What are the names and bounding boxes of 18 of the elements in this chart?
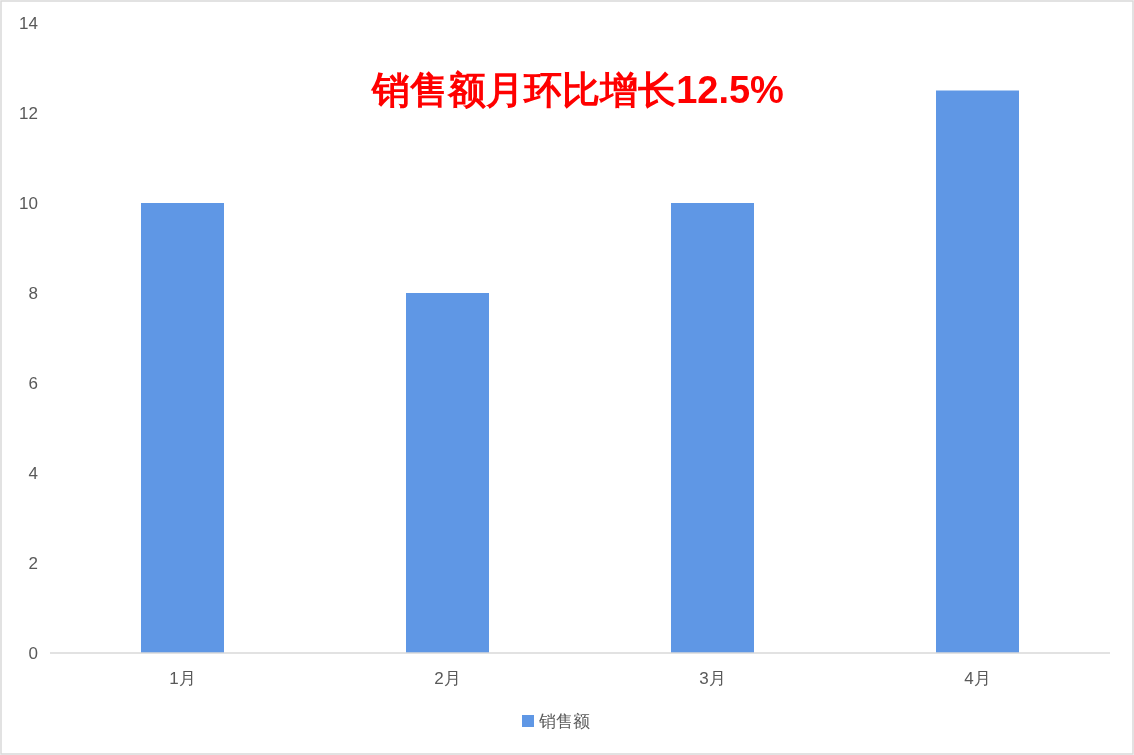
y-tick-label: 6 [28,374,38,393]
y-tick-label: 2 [28,554,38,573]
bar [141,203,224,653]
x-tick-label: 2月 [434,669,461,688]
y-tick-label: 4 [28,464,38,483]
text: 销售额月环比增长12.5% [370,69,784,111]
legend-label: 销售额 [538,712,590,731]
y-tick-label: 14 [19,14,38,33]
x-tick-label: 4月 [964,669,991,688]
y-tick-label: 12 [19,104,38,123]
bar [406,293,489,653]
y-tick-label: 10 [19,194,38,213]
y-tick-label: 8 [28,284,38,303]
y-tick-label: 0 [28,644,38,663]
x-tick-label: 3月 [699,669,726,688]
bar [936,90,1019,653]
bar [671,203,754,653]
x-tick-label: 1月 [169,669,196,688]
